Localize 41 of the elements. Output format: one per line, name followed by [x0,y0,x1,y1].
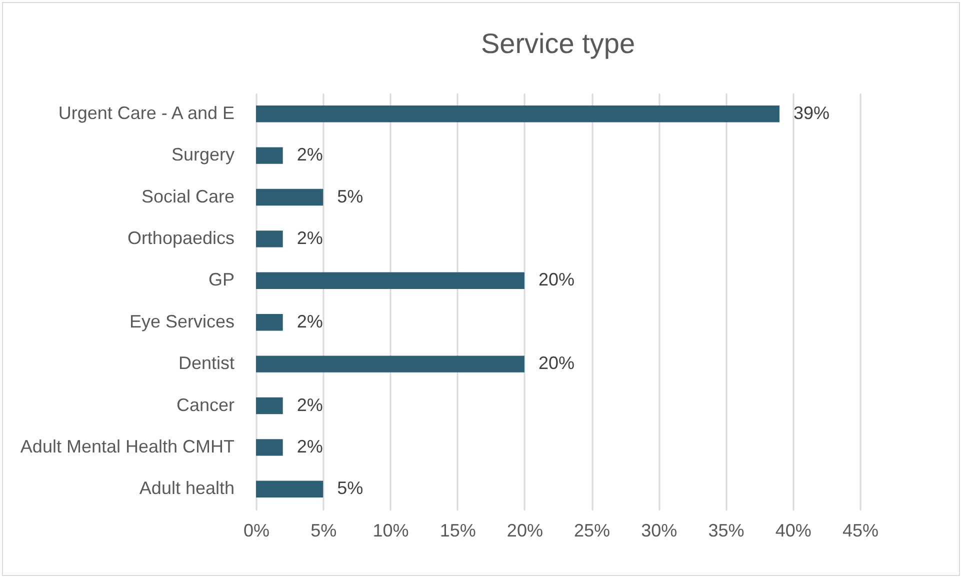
x-tick-label: 20% [506,520,543,540]
y-tick-label: Surgery [171,144,234,165]
x-tick-label: 35% [708,520,744,540]
data-label: 20% [538,353,574,374]
y-tick-label: Adult health [139,478,234,498]
x-tick-label: 15% [440,520,476,540]
data-label: 2% [296,436,323,456]
y-tick-label: Eye Services [129,311,234,332]
data-label: 2% [296,144,323,165]
data-label: 39% [793,102,830,123]
chart-title: Service type [480,28,636,59]
bar [256,272,524,289]
y-tick-label: Cancer [176,394,234,415]
y-tick-label: Social Care [141,186,234,206]
bar [256,147,283,164]
bar [256,397,283,414]
x-tick-label: 10% [372,520,409,540]
x-tick-label: 5% [310,520,337,540]
bar [256,314,283,331]
x-tick-label: 30% [641,520,678,540]
y-tick-label: Adult Mental Health CMHT [20,436,234,456]
x-tick-label: 25% [574,520,610,540]
bar [256,188,324,206]
x-tick-label: 45% [842,520,879,540]
bar [256,439,283,456]
bar [256,230,283,248]
y-tick-label: GP [208,270,234,290]
data-label: 5% [337,186,364,206]
bar [256,356,524,372]
bar [256,106,780,122]
data-label: 2% [296,311,323,332]
x-tick-label: 40% [775,520,812,540]
y-tick-label: Urgent Care - A and E [58,102,234,123]
data-label: 2% [296,394,323,415]
bar [256,480,324,498]
y-tick-label: Orthopaedics [127,228,234,248]
data-label: 2% [296,228,323,248]
data-label: 5% [337,478,364,498]
x-tick-label: 0% [243,520,270,540]
y-tick-label: Dentist [178,353,234,374]
data-label: 20% [538,270,574,290]
